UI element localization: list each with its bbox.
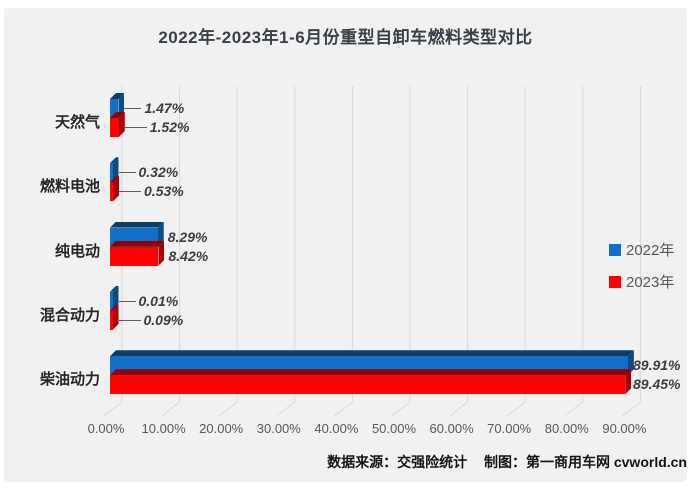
bar-front-face: [110, 118, 119, 137]
bar-front-face: [110, 99, 119, 118]
bar-2023年-纯电动: [110, 240, 165, 266]
x-tick-label: 90.00%: [602, 421, 647, 436]
bar-end-face: [627, 350, 634, 376]
x-tick-label: 50.00%: [371, 421, 417, 436]
leader-line: [118, 300, 136, 302]
data-source-label: 数据来源：交强险统计: [327, 454, 468, 470]
bar-end-face: [112, 157, 119, 183]
bar-top-face: [110, 369, 631, 375]
bar-end-face: [118, 93, 125, 118]
legend-label: 2023年: [626, 274, 675, 291]
bar-end-face: [112, 285, 119, 311]
value-label: 89.91%: [633, 357, 681, 374]
bar-front-face: [110, 246, 159, 266]
leader-line: [119, 191, 142, 193]
legend: 2022年 2023年: [609, 239, 674, 303]
bar-end-face: [157, 221, 164, 247]
bar-2023年-燃料电池: [110, 176, 120, 202]
bar-top-face: [110, 176, 119, 182]
floor-line: [103, 401, 123, 417]
value-label: 1.52%: [149, 119, 190, 135]
bar-2023年-天然气: [110, 112, 126, 137]
chart-title: 2022年-2023年1-6月份重型自卸车燃料类型对比: [158, 28, 533, 47]
leader-line: [124, 108, 142, 109]
value-label: 0.53%: [144, 183, 184, 200]
bar-end-face: [112, 304, 119, 330]
legend-swatch-icon: [609, 275, 621, 288]
leader-line: [118, 172, 136, 174]
leader-line: [118, 319, 141, 321]
chart-maker-label: 制图：第一商用车网 cvworld.cn: [483, 454, 687, 470]
x-tick-label: 70.00%: [487, 421, 532, 436]
value-label: 0.32%: [138, 164, 179, 181]
bar-top-face: [110, 157, 119, 163]
floor-line: [564, 401, 584, 417]
value-label: 0.09%: [143, 311, 184, 328]
bar-top-face: [110, 305, 119, 311]
legend-swatch-icon: [609, 243, 621, 256]
bar-front-face: [110, 182, 114, 202]
value-label: 1.47%: [144, 100, 185, 116]
category-label: 混合动力: [39, 306, 100, 324]
floor-line: [449, 401, 468, 417]
floor-line: [218, 401, 238, 417]
bar-end-face: [158, 240, 165, 266]
bar-front-face: [110, 310, 113, 330]
bar-top-face: [110, 222, 164, 228]
value-label: 89.45%: [633, 376, 681, 393]
legend-item-2022年: 2022年: [609, 239, 674, 260]
legend-item-2023年: 2023年: [609, 271, 674, 292]
floor-line: [276, 401, 296, 417]
bar-front-face: [110, 291, 113, 311]
value-label: 0.01%: [138, 292, 179, 309]
bar-top-face: [110, 241, 164, 247]
bar-end-face: [113, 176, 120, 202]
floor-line: [161, 401, 180, 417]
category-label: 纯电动: [54, 242, 100, 260]
bar-front-face: [110, 375, 626, 395]
x-tick-label: 30.00%: [256, 421, 301, 436]
bar-2022年-燃料电池: [110, 157, 120, 183]
bar-2022年-天然气: [110, 93, 125, 118]
leader-line: [124, 127, 147, 128]
category-label: 天然气: [54, 114, 100, 131]
x-tick-label: 40.00%: [314, 421, 359, 436]
value-label: 8.42%: [168, 247, 209, 264]
category-label: 柴油动力: [39, 371, 100, 389]
x-tick-label: 10.00%: [141, 421, 186, 436]
x-tick-label: 80.00%: [544, 421, 589, 436]
x-tick-label: 60.00%: [429, 421, 474, 436]
footer-credits: 数据来源：交强险统计 制图：第一商用车网 cvworld.cn: [314, 452, 687, 472]
floor-line: [622, 401, 641, 417]
bar-top-face: [110, 112, 125, 118]
floor-line: [334, 401, 353, 417]
floor-line: [391, 401, 411, 417]
bar-front-face: [110, 163, 113, 183]
category-label: 燃料电池: [39, 178, 100, 196]
bar-end-face: [625, 369, 632, 395]
legend-label: 2022年: [626, 242, 675, 259]
bar-2023年-柴油动力: [110, 369, 632, 395]
bar-top-face: [110, 350, 634, 356]
x-tick-label: 20.00%: [199, 421, 244, 436]
bar-top-face: [110, 93, 124, 99]
x-tick-label: 0.00%: [87, 421, 125, 436]
bar-top-face: [110, 286, 119, 292]
bar-end-face: [118, 112, 125, 137]
floor-line: [506, 401, 526, 417]
bar-2023年-混合动力: [110, 304, 120, 330]
value-label: 8.29%: [167, 228, 208, 245]
bar-2022年-混合动力: [110, 285, 120, 311]
